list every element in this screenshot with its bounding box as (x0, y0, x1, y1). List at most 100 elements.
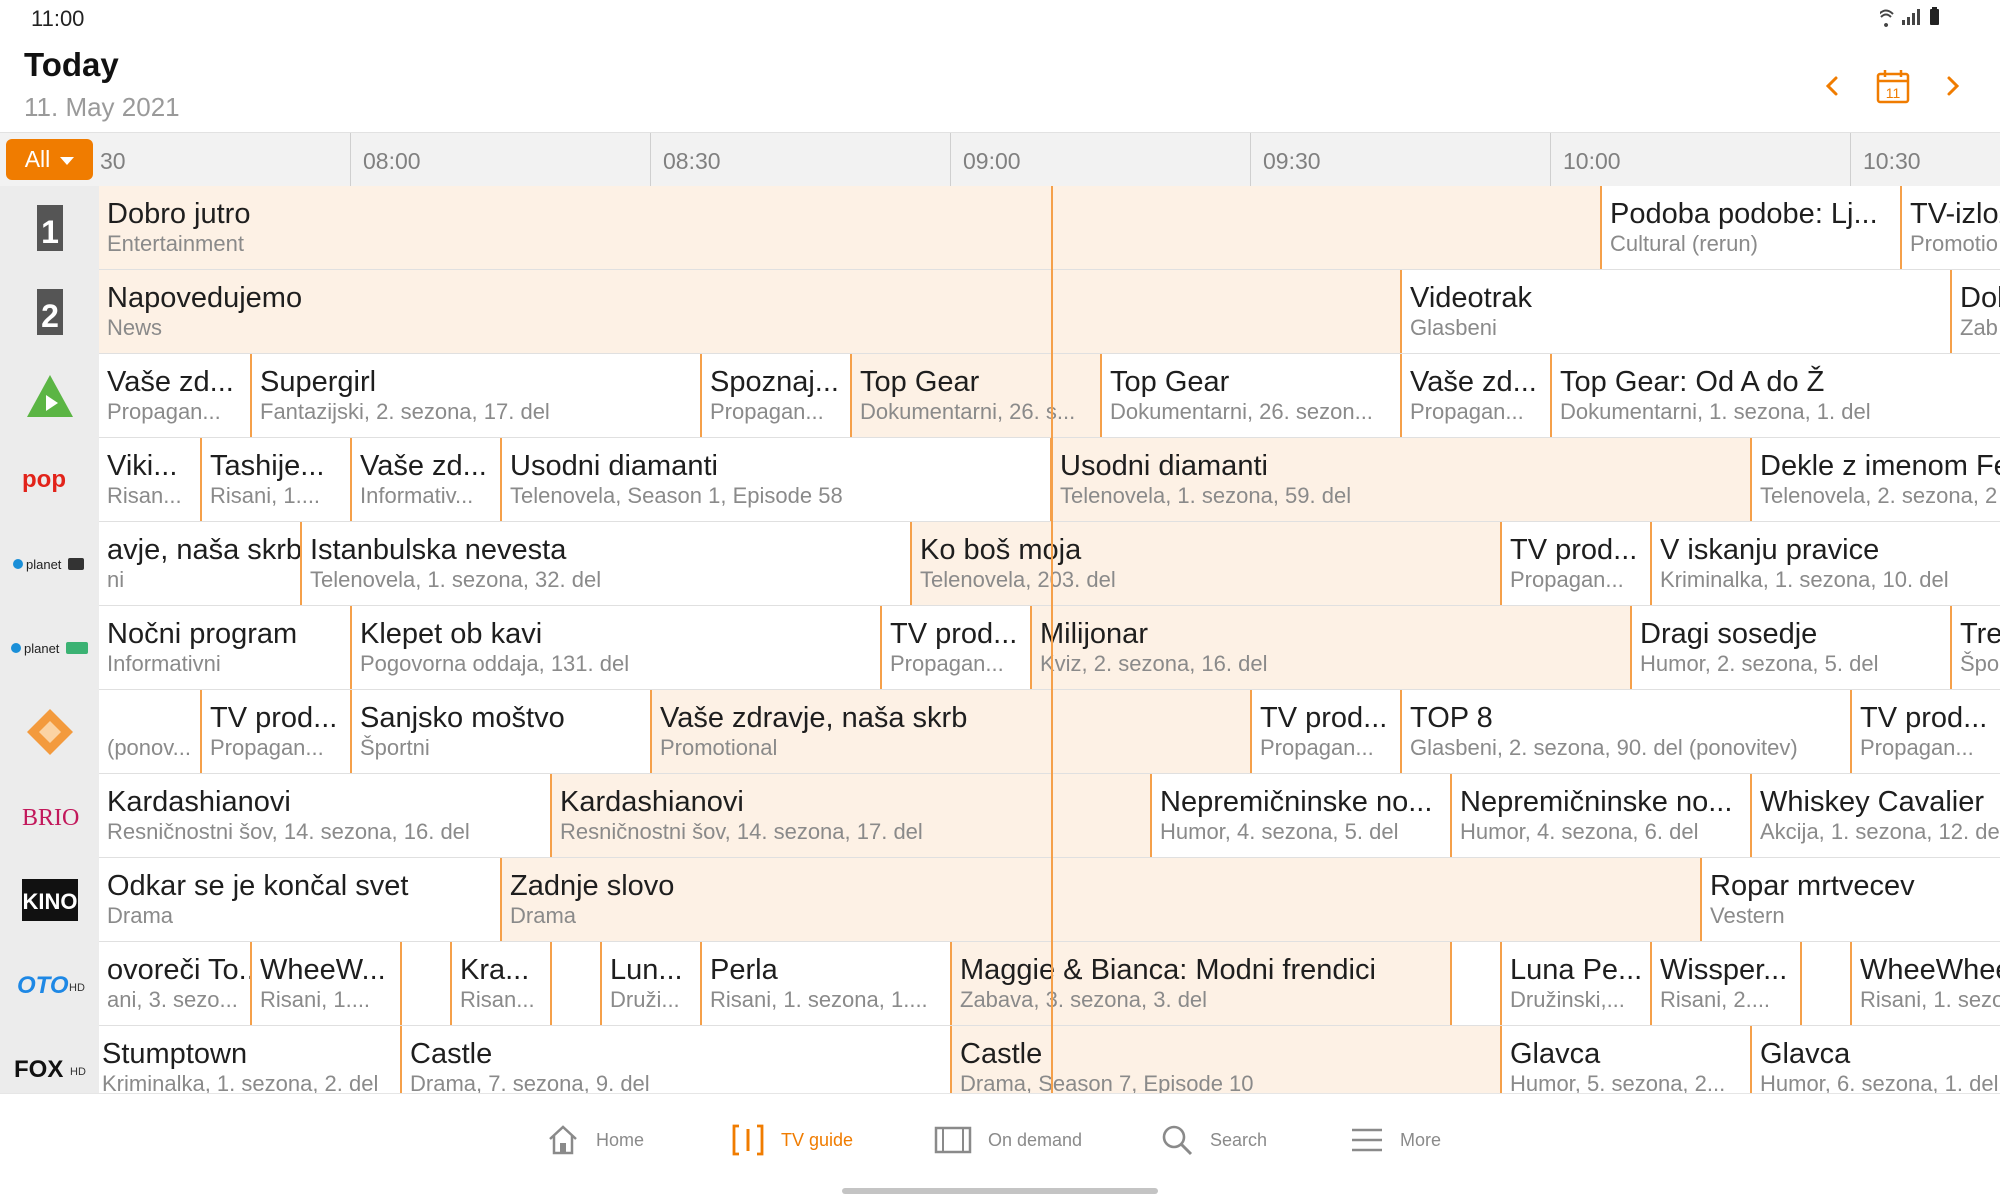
program-title: Vaše zd... (360, 450, 487, 482)
next-day-button[interactable] (1933, 66, 1973, 106)
channel-logo[interactable]: FOX HD (0, 1026, 99, 1093)
channel-logo[interactable]: pop (0, 438, 99, 522)
program-cell[interactable] (1450, 942, 1500, 1025)
program-grid[interactable]: Dobro jutro Entertainment Podoba podobe: L… (99, 186, 2000, 1093)
search-icon (1160, 1123, 1194, 1157)
program-cell[interactable]: Vaše zd... Propagan... (1400, 354, 1550, 437)
program-cell[interactable]: Napovedujemo News (99, 270, 1400, 353)
nav-more[interactable]: More (1350, 1118, 1441, 1162)
program-cell[interactable]: Kardashianovi Resničnostni šov, 14. sezon… (99, 774, 550, 857)
channel-logo[interactable]: KINO (0, 858, 99, 942)
svg-text:HD: HD (69, 982, 85, 994)
program-cell[interactable]: Vaše zd... Informativ... (350, 438, 500, 521)
channel-logo[interactable]: planet (0, 606, 99, 690)
nav-label: Home (596, 1129, 645, 1150)
program-cell[interactable]: WheeWhee Risani, 1. sezo (1850, 942, 2000, 1025)
program-cell[interactable] (550, 942, 600, 1025)
channel-logo[interactable]: OTO HD (0, 942, 99, 1026)
program-cell[interactable]: TV prod... Propagan... (1500, 522, 1650, 605)
program-cell[interactable]: Lun... Druži... (600, 942, 700, 1025)
program-cell[interactable]: Viki... Risan... (99, 438, 200, 521)
program-cell[interactable]: Glavca Humor, 6. sezona, 1. del (1750, 1026, 2000, 1093)
time-label: 08:30 (650, 133, 950, 187)
program-subtitle: Vestern (1710, 903, 1785, 928)
program-cell[interactable]: Top Gear Dokumentarni, 26. s... (850, 354, 1100, 437)
program-cell[interactable]: Odkar se je končal svet Drama (99, 858, 500, 941)
program-cell[interactable]: Top Gear Dokumentarni, 26. sezon... (1100, 354, 1400, 437)
svg-text:2: 2 (41, 298, 59, 334)
program-cell[interactable]: Perla Risani, 1. sezona, 1.... (700, 942, 950, 1025)
program-cell[interactable]: Spoznaj... Propagan... (700, 354, 850, 437)
program-cell[interactable]: Nepremičninske no... Humor, 4. sezona, 5.… (1150, 774, 1450, 857)
program-cell[interactable]: V iskanju pravice Kriminalka, 1. sezona, … (1650, 522, 2000, 605)
channel-logo[interactable]: planet (0, 522, 99, 606)
program-cell[interactable]: DobZab (1950, 270, 2000, 353)
timeline-bar: 30 08:00 08:30 09:00 09:30 10:00 10:30 (0, 132, 2000, 188)
program-cell[interactable]: (ponov... (99, 690, 200, 773)
program-subtitle: Kriminalka, 1. sezona, 10. del (1660, 567, 1949, 592)
filter-all-button[interactable]: All (6, 139, 93, 180)
program-cell[interactable] (400, 942, 450, 1025)
program-cell[interactable]: Kra... Risan... (450, 942, 550, 1025)
program-cell[interactable]: Ko boš moja Telenovela, 203. del (910, 522, 1500, 605)
program-cell[interactable] (1800, 942, 1850, 1025)
channel-logo[interactable]: 1 (0, 186, 99, 270)
program-cell[interactable]: Tashije... Risani, 1.... (200, 438, 350, 521)
channel-logo[interactable] (0, 690, 99, 774)
nav-tv-guide[interactable]: TV guide (731, 1118, 853, 1162)
program-cell[interactable]: Sanjsko moštvo Športni (350, 690, 650, 773)
program-cell[interactable]: Usodni diamanti Telenovela, 1. sezona, 59… (1050, 438, 1750, 521)
program-cell[interactable]: Ropar mrtvecev Vestern (1700, 858, 2000, 941)
program-cell[interactable]: Luna Pe... Družinski,... (1500, 942, 1650, 1025)
program-cell[interactable]: Wissper... Risani, 2.... (1650, 942, 1800, 1025)
program-cell[interactable]: Klepet ob kavi Pogovorna oddaja, 131. del (350, 606, 880, 689)
program-cell[interactable]: Usodni diamanti Telenovela, Season 1, Epi… (500, 438, 1050, 521)
channel-logo[interactable]: 2 (0, 270, 99, 354)
nav-on-demand[interactable]: On demand (934, 1118, 1082, 1162)
program-cell[interactable]: TV prod... Propagan... (200, 690, 350, 773)
program-cell[interactable]: Vaše zd... Propagan... (99, 354, 250, 437)
program-cell[interactable]: Tre Špo (1950, 606, 2000, 689)
nav-search[interactable]: Search (1160, 1118, 1267, 1162)
program-cell[interactable]: Milijonar Kviz, 2. sezona, 16. del (1030, 606, 1630, 689)
program-cell[interactable]: Top Gear: Od A do Ž Dokumentarni, 1. sezo… (1550, 354, 2000, 437)
program-cell[interactable]: TV-izložPromotio (1900, 186, 2000, 269)
channel-logo[interactable] (0, 354, 99, 438)
program-subtitle: Risani, 1.... (210, 483, 321, 508)
prev-day-button[interactable] (1812, 66, 1852, 106)
program-cell[interactable]: Stumptown Kriminalka, 1. sezona, 2. del (99, 1026, 400, 1093)
program-subtitle: Glasbeni, 2. sezona, 90. del (ponovitev) (1410, 735, 1798, 760)
program-subtitle: Propagan... (1260, 735, 1374, 760)
program-cell[interactable]: Nepremičninske no... Humor, 4. sezona, 6.… (1450, 774, 1750, 857)
nav-home[interactable]: Home (546, 1118, 644, 1162)
program-cell[interactable]: Nočni program Informativni (99, 606, 350, 689)
program-cell[interactable]: Whiskey Cavalier Akcija, 1. sezona, 12. d… (1750, 774, 2000, 857)
channel-logo[interactable]: BRIO (0, 774, 99, 858)
program-cell[interactable]: Zadnje slovo Drama (500, 858, 1700, 941)
program-cell[interactable]: Podoba podobe: Lj... Cultural (rerun) (1600, 186, 1900, 269)
program-cell[interactable]: Istanbulska nevesta Telenovela, 1. sezona… (300, 522, 910, 605)
program-cell[interactable]: Glavca Humor, 5. sezona, 2... (1500, 1026, 1750, 1093)
program-cell[interactable]: TV prod... Propagan... (1850, 690, 2000, 773)
program-cell[interactable]: Maggie & Bianca: Modni frendici Zabava, 3… (950, 942, 1450, 1025)
program-subtitle: Propagan... (1860, 735, 1974, 760)
program-cell[interactable]: Dobro jutro Entertainment (99, 186, 1600, 269)
program-cell[interactable]: WheeW... Risani, 1.... (250, 942, 400, 1025)
program-cell[interactable]: TV prod... Propagan... (880, 606, 1030, 689)
program-subtitle: Drama, Season 7, Episode 10 (960, 1071, 1254, 1093)
program-cell[interactable]: Vaše zdravje, naša skrb Promotional (650, 690, 1250, 773)
program-cell[interactable]: Supergirl Fantazijski, 2. sezona, 17. del (250, 354, 700, 437)
program-cell[interactable]: Kardashianovi Resničnostni šov, 14. sezon… (550, 774, 1150, 857)
program-cell[interactable]: Castle Drama, Season 7, Episode 10 (950, 1026, 1500, 1093)
program-cell[interactable]: Dragi sosedje Humor, 2. sezona, 5. del (1630, 606, 1950, 689)
program-cell[interactable]: TOP 8 Glasbeni, 2. sezona, 90. del (ponov… (1400, 690, 1850, 773)
calendar-button[interactable]: 11 (1873, 66, 1913, 106)
program-subtitle: Kriminalka, 1. sezona, 2. del (102, 1071, 379, 1093)
program-cell[interactable]: TV prod... Propagan... (1250, 690, 1400, 773)
program-cell[interactable]: ovoreči To... ani, 3. sezo... (99, 942, 250, 1025)
program-cell[interactable]: avje, naša skrb ni (99, 522, 300, 605)
program-cell[interactable]: Dekle z imenom Fe Telenovela, 2. sezona, … (1750, 438, 2000, 521)
program-cell[interactable]: Castle Drama, 7. sezona, 9. del (400, 1026, 950, 1093)
program-title: Dobro jutro (107, 198, 251, 230)
program-cell[interactable]: Videotrak Glasbeni (1400, 270, 1950, 353)
